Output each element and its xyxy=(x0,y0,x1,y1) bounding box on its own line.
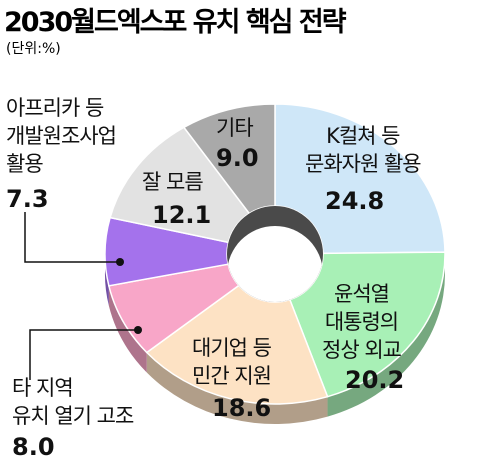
value-label: 12.1 xyxy=(152,201,212,229)
value-label: 18.6 xyxy=(212,394,272,422)
slice-label: K컬쳐 등 문화자원 활용 xyxy=(305,124,422,176)
value-label: 8.0 xyxy=(12,433,55,461)
slice-label: 대기업 등 민간 지원 xyxy=(192,336,272,388)
value-label: 20.2 xyxy=(345,366,405,394)
value-label: 9.0 xyxy=(216,144,259,172)
leader-line xyxy=(29,329,138,380)
slice-label: 아프리카 등 개발원조사업 활용 xyxy=(6,96,117,176)
leader-dot xyxy=(116,258,124,266)
value-label: 7.3 xyxy=(6,185,49,213)
value-label: 24.8 xyxy=(325,187,385,215)
slice-label: 타 지역 유치 열기 고조 xyxy=(12,376,134,428)
slice-label: 기타 xyxy=(216,116,254,140)
leader-line xyxy=(24,212,120,263)
slice-label: 윤석열 대통령의 정상 외교 xyxy=(322,282,402,362)
slice-side xyxy=(146,352,328,424)
chart-title: 2030월드엑스포 유치 핵심 전략 xyxy=(4,7,347,38)
leader-dot xyxy=(134,326,142,334)
slice-side xyxy=(327,252,445,417)
chart-subtitle: (단위:%) xyxy=(6,41,61,57)
slice-label: 잘 모름 xyxy=(142,170,204,194)
